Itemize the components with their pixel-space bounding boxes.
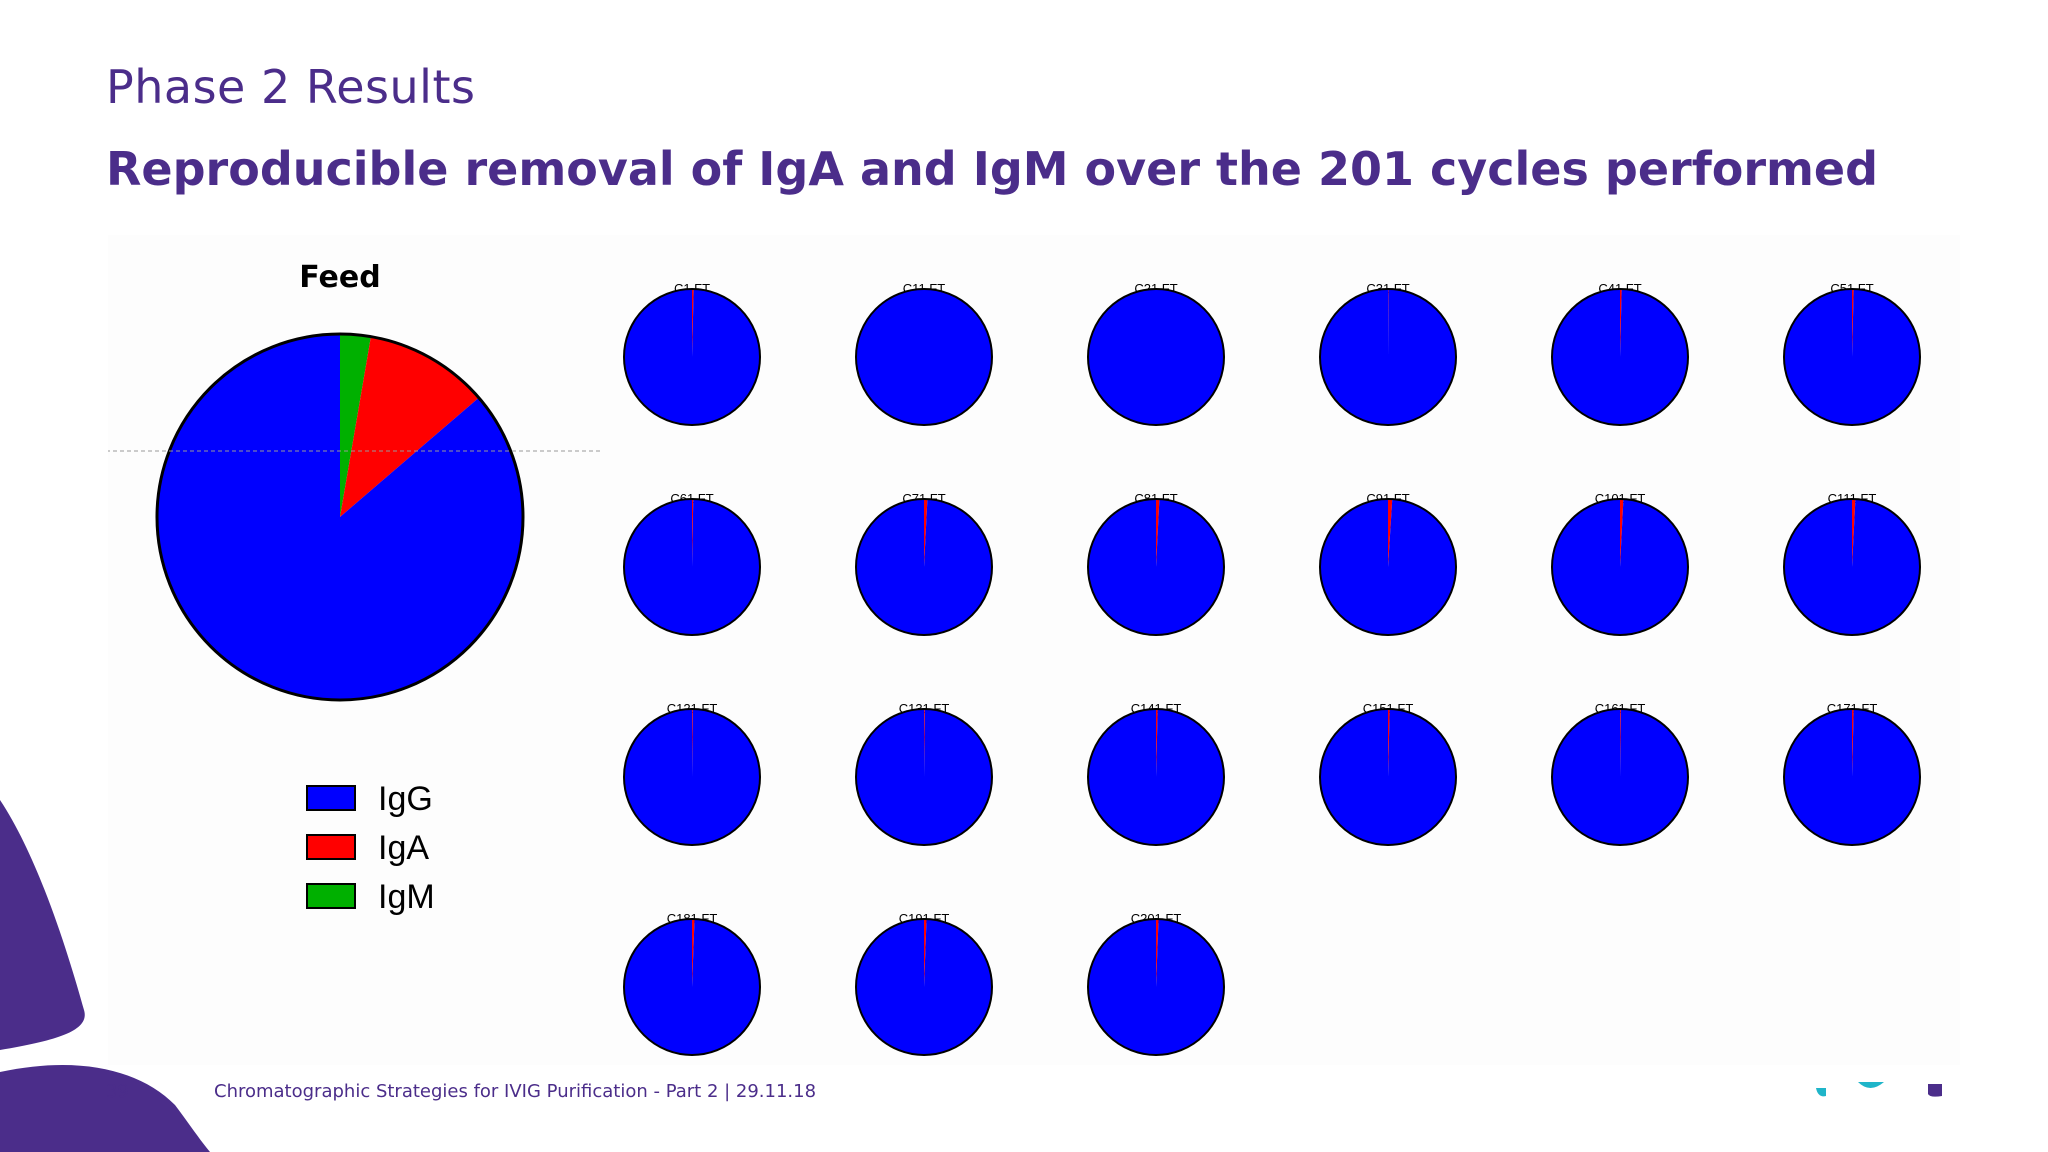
cycle-pie-slice-iga [1156, 919, 1159, 987]
cycle-pie-slice-iga [692, 289, 694, 357]
cycle-pie-slice-igg [623, 708, 760, 845]
legend-label-igg: IgG [378, 780, 433, 818]
cycle-pie-outline [855, 708, 993, 846]
cycle-pie-slice-igg [1551, 709, 1688, 845]
cycle-pie-slice-iga [1388, 709, 1390, 777]
cycle-pie-outline [1551, 498, 1689, 636]
cycle-pie-slice-igg [1784, 289, 1920, 425]
cycle-pie-slice-igg [1088, 289, 1224, 425]
cycle-pie-slice-iga [924, 709, 925, 777]
purple-corner-shape [0, 1064, 210, 1152]
cycle-pie-outline [1319, 708, 1457, 846]
legend-label-iga: IgA [378, 829, 429, 867]
cycle-pie-slice-iga [1852, 289, 1854, 357]
cycle-pie-slice-igg [1784, 499, 1921, 635]
logo-mark-2 [1858, 1082, 1884, 1088]
cycle-pie-slice-iga [1620, 709, 1621, 777]
cycle-pie-slice-igg [856, 289, 992, 425]
legend-swatch-igg [306, 785, 356, 811]
cycle-pie-outline [1087, 918, 1225, 1056]
cycle-pie-slice-igg [856, 919, 993, 1056]
cycle-pie-outline [623, 918, 761, 1056]
legend-label-igm: IgM [378, 878, 435, 916]
cycle-pie-outline [855, 288, 993, 426]
cycle-pie-slice-igg [1552, 499, 1689, 635]
cycle-pie-slice-iga [1620, 289, 1622, 357]
cycle-pie-outline [1087, 498, 1225, 636]
cycle-pie-slice-igg [1087, 709, 1224, 845]
cycle-pie-slice-iga [924, 499, 928, 567]
cycle-pie-slice-igg [624, 919, 761, 1056]
cycle-pie-slice-iga [1388, 499, 1393, 567]
cycle-pie-outline [1319, 288, 1457, 426]
cycle-pie-slice-iga [692, 499, 694, 567]
cycle-pie-slice-igg [624, 289, 760, 425]
logo-mark-3 [1928, 1084, 1942, 1097]
cycle-pie-slice-iga [1852, 499, 1856, 567]
page-number: 39 [106, 1081, 129, 1102]
company-logo [1816, 1082, 1942, 1097]
cycle-pie-slice-iga [1156, 499, 1160, 567]
cycle-pie-outline [1783, 288, 1921, 426]
cycle-pie-outline [1783, 498, 1921, 636]
cycle-pie-outline [623, 498, 761, 636]
legend-swatch-iga [306, 834, 356, 860]
cycle-pie-slice-igg [1088, 919, 1225, 1055]
cycle-pie-outline [855, 918, 993, 1056]
feed-pie-slice-iga [340, 336, 479, 517]
cycle-pie-slice-iga [1852, 709, 1854, 777]
cycle-pie-slice-igg [855, 709, 992, 845]
feed-pie-slice-igm [340, 334, 371, 517]
cycle-pie-slice-igg [1320, 499, 1457, 635]
page-subtitle: Reproducible removal of IgA and IgM over… [106, 142, 1879, 196]
purple-wave-shape [0, 800, 85, 1050]
logo-mark-1 [1816, 1088, 1826, 1097]
cycle-pie-outline [1087, 288, 1225, 426]
cycle-pie-outline [1551, 708, 1689, 846]
footer-text: Chromatographic Strategies for IVIG Puri… [214, 1081, 817, 1102]
page-title: Phase 2 Results [106, 60, 476, 114]
feed-pie-outline [155, 332, 525, 702]
cycle-pie-slice-igg [1088, 499, 1225, 635]
cycle-pie-outline [623, 288, 761, 426]
cycle-pie-slice-iga [692, 709, 693, 777]
cycle-pie-slice-igg [1551, 289, 1688, 425]
cycle-pie-outline [1551, 288, 1689, 426]
cycle-pie-slice-iga [1620, 499, 1624, 567]
feed-pie-title: Feed [299, 260, 380, 295]
cycle-pie-outline [1783, 708, 1921, 846]
cycle-pie-slice-igg [1319, 709, 1456, 845]
cycle-pie-slice-igg [856, 499, 993, 635]
cycle-pie-outline [1319, 498, 1457, 636]
cycle-pie-slice-iga [692, 919, 695, 987]
feed-pie-slice-igg [156, 334, 523, 700]
cycle-pie-outline [1087, 708, 1225, 846]
legend-swatch-igm [306, 883, 356, 909]
pie-chart-figure: Feed IgG IgA IgM C1 FT C11 FT C21 FT C31 FT C41 … [108, 235, 1960, 1065]
cycle-pie-slice-igg [1319, 289, 1456, 425]
cycle-pie-outline [623, 708, 761, 846]
cycle-pie-slice-igg [624, 499, 761, 635]
cycle-pie-outline [855, 498, 993, 636]
cycle-pie-slice-iga [1156, 709, 1158, 777]
cycle-pie-slice-iga [924, 919, 927, 987]
cycle-pie-slice-igg [1783, 709, 1920, 845]
